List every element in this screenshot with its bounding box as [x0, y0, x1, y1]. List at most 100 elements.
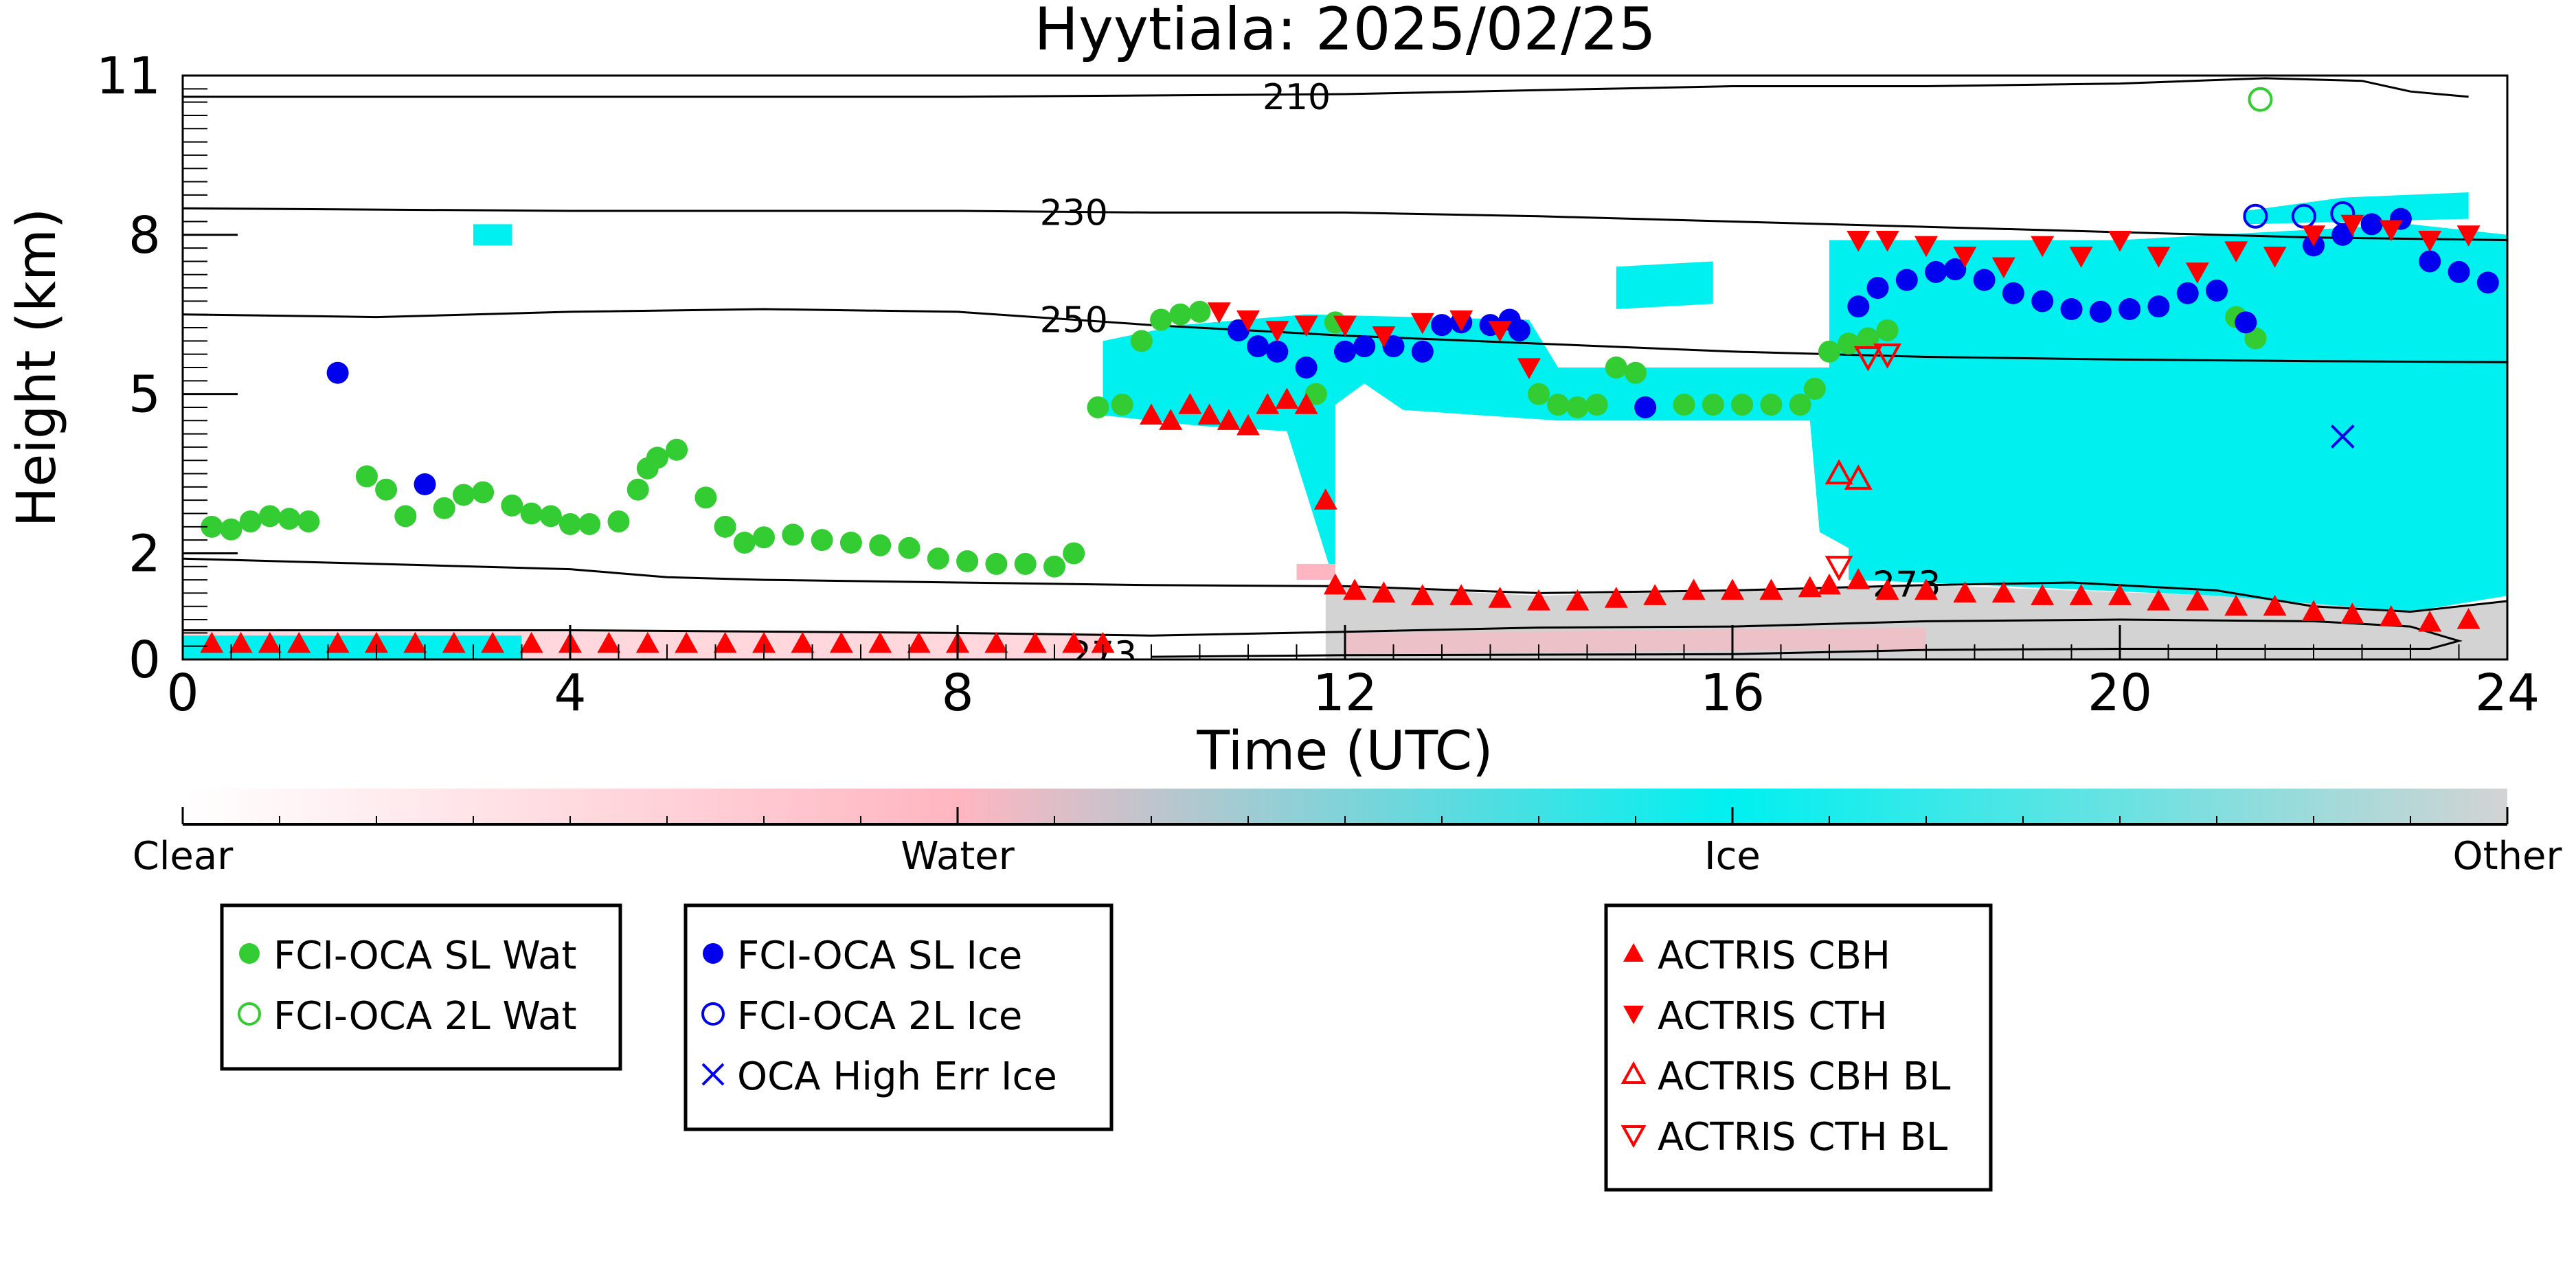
data-point — [1227, 319, 1250, 341]
data-point — [2244, 327, 2267, 350]
data-point — [829, 631, 853, 653]
data-point — [433, 497, 455, 519]
data-point — [597, 631, 621, 653]
x-axis-label: Time (UTC) — [1196, 721, 1493, 782]
data-point — [2243, 203, 2268, 229]
data-point — [1731, 394, 1754, 416]
data-point — [2002, 282, 2024, 304]
data-point — [1449, 584, 1473, 605]
data-point — [2031, 584, 2055, 605]
data-point — [2418, 610, 2442, 632]
data-point — [2147, 247, 2171, 268]
data-point — [782, 523, 804, 546]
series-actris-cth — [1207, 214, 2481, 379]
data-point — [2108, 230, 2132, 252]
legend-marker — [1620, 1061, 1647, 1084]
data-point — [1914, 236, 1938, 258]
data-point — [2108, 584, 2132, 605]
data-point — [2185, 262, 2209, 284]
x-tick-label: 20 — [2088, 664, 2152, 723]
series-fci-oca-sl-wat — [201, 300, 2267, 578]
data-point — [200, 631, 224, 653]
ice-patch — [1616, 261, 1713, 309]
data-point — [2379, 605, 2403, 626]
data-point — [1313, 488, 1337, 510]
data-point — [229, 631, 253, 653]
data-point — [1803, 377, 1826, 400]
data-point — [753, 526, 775, 549]
data-point — [1759, 578, 1783, 600]
data-point — [1682, 578, 1706, 600]
data-point — [394, 505, 417, 528]
data-point — [1854, 346, 1882, 372]
data-point — [2248, 87, 2273, 112]
y-tick-label: 8 — [128, 206, 161, 265]
data-point — [501, 494, 523, 517]
data-point — [1304, 383, 1327, 405]
data-point — [2119, 298, 2141, 320]
data-point — [1197, 403, 1221, 425]
data-point — [898, 536, 920, 559]
data-point — [869, 534, 892, 556]
legend-marker — [703, 943, 723, 964]
data-point — [1217, 409, 1241, 430]
data-point — [1798, 576, 1822, 598]
data-point — [1130, 330, 1153, 352]
legend-entry: ACTRIS CTH BL — [1658, 1115, 1947, 1160]
data-point — [2147, 589, 2171, 611]
data-point — [1372, 326, 1396, 348]
data-point — [239, 510, 262, 533]
data-point — [1895, 269, 1918, 291]
data-point — [355, 465, 378, 488]
data-point — [713, 631, 737, 653]
series-fci-oca-2l-wat — [2248, 87, 2273, 112]
data-point — [1566, 396, 1589, 418]
y-tick-label: 2 — [128, 524, 161, 583]
data-point — [1566, 589, 1590, 611]
data-point — [1488, 321, 1512, 342]
data-point — [1188, 300, 1211, 323]
data-point — [2069, 584, 2093, 605]
legend-entry: ACTRIS CTH — [1658, 994, 1888, 1039]
data-point — [414, 473, 436, 495]
series-actris-cth-bl — [1824, 343, 1901, 581]
data-point — [1266, 340, 1289, 363]
x-tick-label: 4 — [554, 664, 586, 723]
legend-entry: FCI-OCA 2L Ice — [737, 994, 1022, 1039]
legend-box: FCI-OCA SL Ice FCI-OCA 2L Ice OCA High Err… — [683, 903, 1114, 1131]
data-point — [2069, 247, 2093, 268]
data-point — [1410, 313, 1434, 335]
data-point — [1091, 631, 1115, 653]
ice-region-upper — [2246, 192, 2469, 225]
data-point — [2089, 300, 2112, 323]
data-point — [985, 552, 1008, 575]
contour-line — [183, 207, 2507, 241]
data-point — [1256, 393, 1280, 414]
data-point — [539, 505, 562, 528]
data-point — [2224, 594, 2248, 616]
data-point — [2379, 220, 2403, 242]
data-point — [258, 631, 282, 653]
data-point — [1236, 310, 1260, 332]
legend-entry: FCI-OCA SL Ice — [737, 934, 1022, 978]
contour-label: 250 — [1040, 300, 1108, 341]
series-actris-cbh — [200, 387, 2481, 653]
data-point — [1838, 332, 1860, 355]
data-point — [1236, 414, 1260, 436]
legend-frame — [683, 903, 1114, 1131]
data-point — [1410, 584, 1434, 605]
data-point — [1178, 393, 1202, 414]
data-point — [1334, 340, 1356, 363]
legend-entry: ACTRIS CBH BL — [1658, 1054, 1950, 1099]
chart-title: Hyytiala: 2025/02/25 — [1034, 0, 1656, 64]
data-point — [220, 518, 242, 541]
data-point — [1411, 340, 1434, 363]
data-point — [1528, 383, 1550, 405]
data-point — [1294, 315, 1318, 337]
data-point — [1023, 631, 1047, 653]
data-point — [2263, 594, 2287, 616]
data-point — [201, 515, 223, 538]
data-point — [1625, 361, 1647, 384]
data-point — [1873, 343, 1901, 369]
y-tick-label: 0 — [128, 631, 161, 690]
